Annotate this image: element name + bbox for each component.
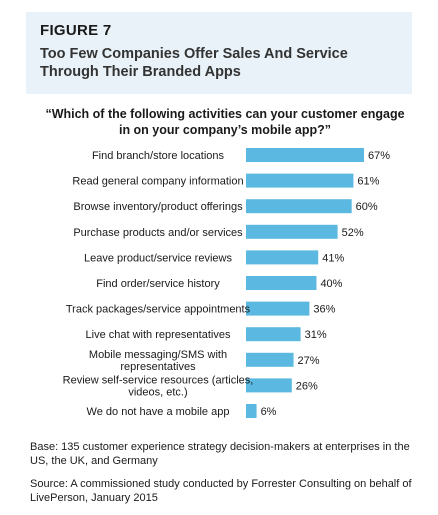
bar xyxy=(246,404,257,418)
category-label: Browse inventory/product offerings xyxy=(73,201,243,213)
bar xyxy=(246,224,338,239)
bar xyxy=(246,250,319,265)
figure-header: FIGURE 7 Too Few Companies Offer Sales A… xyxy=(26,12,412,94)
category-label: Leave product/service reviews xyxy=(84,252,232,264)
value-label: 67% xyxy=(368,150,390,162)
category-label: Review self-service resources (articles,… xyxy=(63,374,254,398)
bar-chart: 67% Find branch/store locations 61% Read ge… xyxy=(63,148,390,418)
value-label: 31% xyxy=(305,329,327,341)
bar xyxy=(246,276,317,290)
source-note: Source: A commissioned study conducted b… xyxy=(30,478,412,504)
category-label: Find order/service history xyxy=(96,278,220,290)
bar xyxy=(246,301,310,316)
bar xyxy=(246,327,301,342)
bar xyxy=(246,352,294,367)
category-label: Track packages/service appointments xyxy=(66,304,251,316)
bar xyxy=(246,199,352,214)
base-note: Base: 135 customer experience strategy d… xyxy=(30,441,410,467)
figure-title: Too Few Companies Offer Sales And Servic… xyxy=(40,46,348,80)
value-label: 60% xyxy=(356,201,378,213)
bar xyxy=(246,148,364,162)
figure-label: FIGURE 7 xyxy=(40,22,112,39)
value-label: 6% xyxy=(261,406,277,418)
value-label: 40% xyxy=(320,278,342,290)
category-label: Live chat with representatives xyxy=(86,329,231,341)
bar xyxy=(246,378,292,393)
value-label: 61% xyxy=(357,176,379,188)
category-label: Mobile messaging/SMS with representatives xyxy=(89,349,227,373)
value-label: 52% xyxy=(342,227,364,239)
bar xyxy=(246,173,354,188)
category-label: Find branch/store locations xyxy=(92,150,225,162)
survey-question: “Which of the following activities can y… xyxy=(45,107,405,137)
value-label: 26% xyxy=(296,380,318,392)
category-label: Read general company information xyxy=(72,176,243,188)
value-label: 36% xyxy=(313,304,335,316)
value-label: 27% xyxy=(298,355,320,367)
value-label: 41% xyxy=(322,252,344,264)
category-label: Purchase products and/or services xyxy=(73,227,243,239)
category-label: We do not have a mobile app xyxy=(87,406,230,418)
